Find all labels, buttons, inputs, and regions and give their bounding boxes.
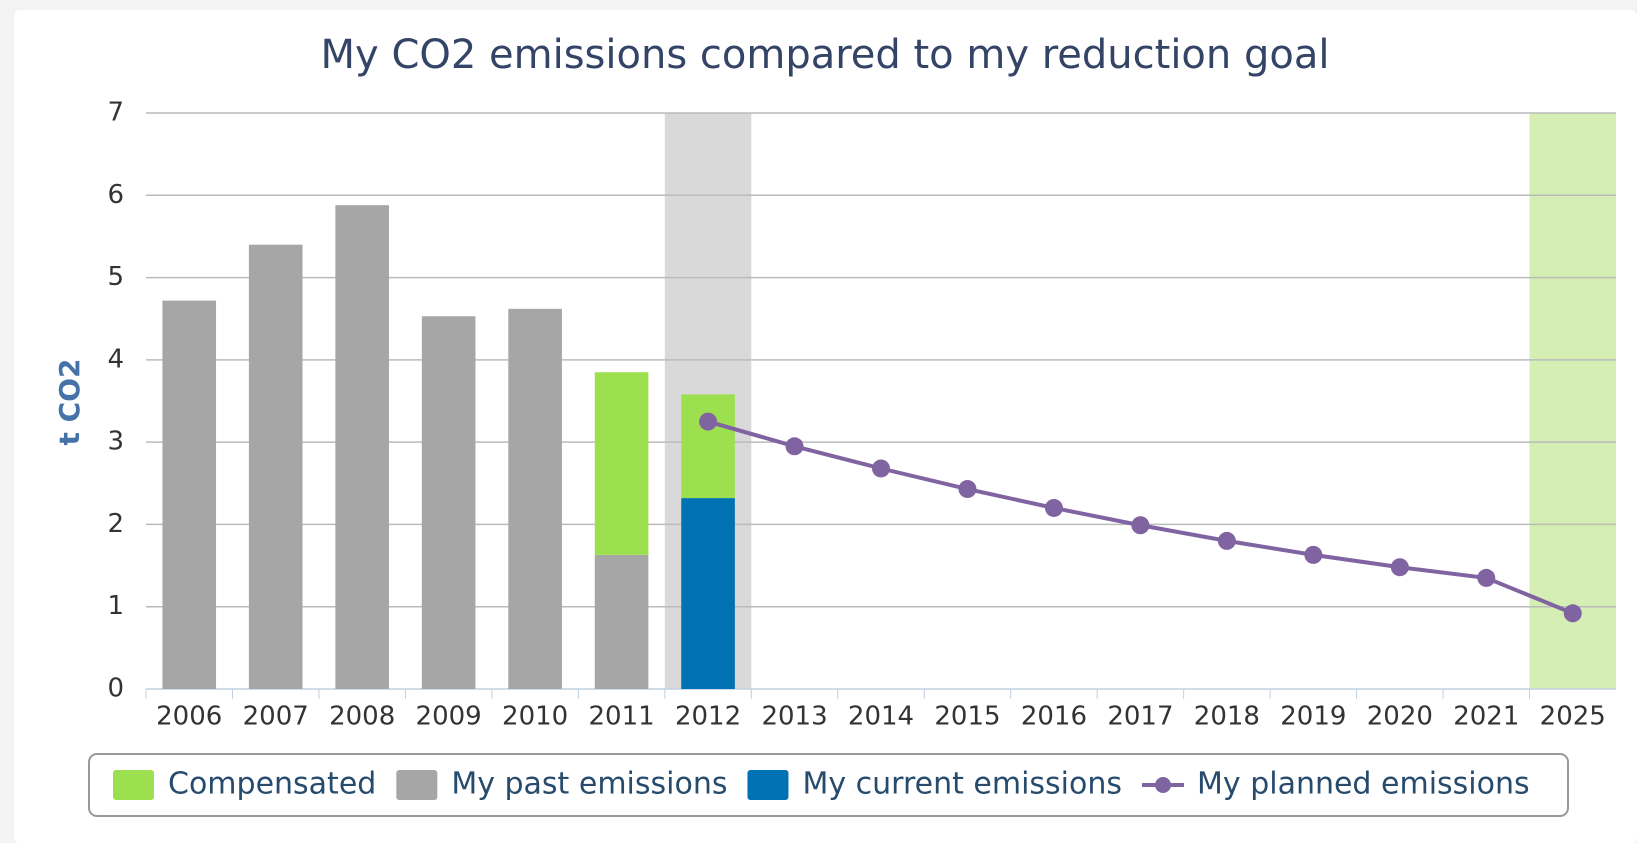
line-marker: [1217, 531, 1236, 550]
bar: [248, 244, 303, 689]
x-tick-label: 2009: [416, 702, 482, 732]
y-tick-label: 1: [107, 591, 124, 621]
x-tick-label: 2006: [156, 702, 222, 732]
x-tick-label: 2021: [1453, 702, 1519, 732]
bar: [681, 498, 735, 689]
bar: [162, 300, 217, 689]
line-marker: [1563, 604, 1582, 623]
legend-marker: [1155, 777, 1172, 793]
x-tick-label: 2010: [502, 702, 568, 732]
legend-label: My current emissions: [802, 767, 1122, 802]
line-marker: [1477, 568, 1496, 587]
y-tick-label: 7: [107, 98, 124, 128]
x-tick-label: 2013: [761, 702, 827, 732]
x-tick-label: 2019: [1280, 702, 1346, 732]
legend-box: [88, 753, 1569, 817]
chart-title: My CO2 emissions compared to my reductio…: [321, 32, 1330, 78]
chart-background: [14, 10, 1637, 843]
line-marker: [958, 480, 977, 499]
y-tick-label: 6: [107, 180, 124, 210]
line-marker: [1304, 545, 1323, 564]
bar: [681, 394, 735, 499]
x-tick-label: 2018: [1194, 702, 1260, 732]
x-tick-label: 2008: [329, 702, 395, 732]
y-tick-label: 2: [107, 509, 124, 539]
x-tick-label: 2012: [675, 702, 741, 732]
y-tick-label: 0: [107, 674, 124, 704]
bar: [594, 372, 649, 555]
x-tick-label: 2025: [1540, 702, 1606, 732]
bar: [508, 308, 562, 689]
x-tick-label: 2016: [1021, 702, 1087, 732]
line-marker: [872, 459, 890, 478]
y-axis-label: t CO2: [53, 359, 86, 446]
line-marker: [699, 412, 718, 431]
plot-band-goal: [1529, 113, 1616, 689]
legend-label: My planned emissions: [1197, 767, 1530, 802]
y-tick-label: 5: [107, 262, 124, 292]
bar: [335, 205, 389, 689]
legend-swatch: [747, 770, 789, 800]
line-marker: [1390, 558, 1409, 577]
line-marker: [1131, 516, 1150, 535]
legend-label: Compensated: [168, 767, 376, 802]
legend-label: My past emissions: [451, 767, 727, 802]
line-marker: [785, 437, 804, 456]
x-tick-label: 2020: [1367, 702, 1433, 732]
x-tick-label: 2014: [848, 702, 914, 732]
x-tick-label: 2017: [1107, 702, 1173, 732]
x-tick-label: 2011: [589, 702, 655, 732]
bar: [421, 316, 476, 689]
line-marker: [1044, 498, 1063, 517]
bar: [594, 554, 649, 689]
legend-swatch: [396, 770, 438, 800]
y-tick-label: 4: [107, 344, 124, 374]
x-tick-label: 2007: [243, 702, 309, 732]
y-tick-label: 3: [107, 427, 124, 457]
x-tick-label: 2015: [934, 702, 1000, 732]
legend-swatch: [113, 770, 154, 800]
